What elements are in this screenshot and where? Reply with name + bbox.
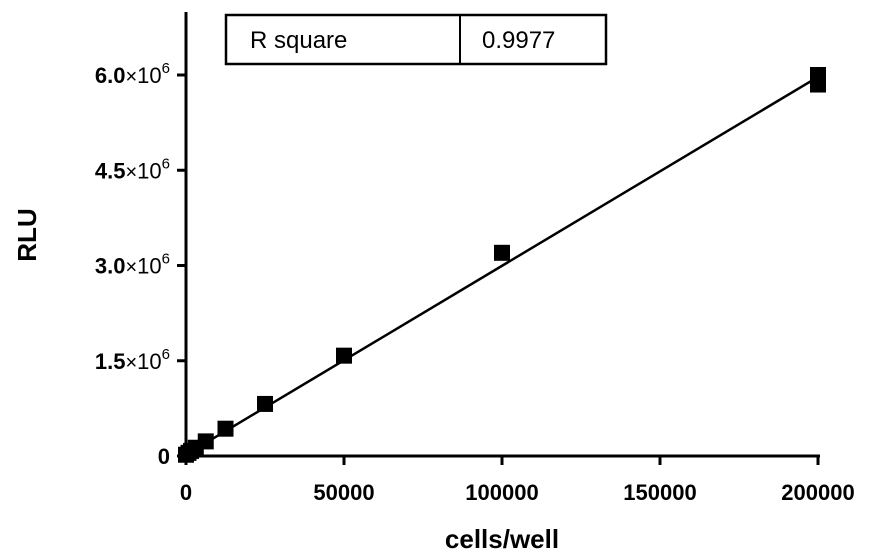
y-tick-label: 4.5×106 — [95, 155, 170, 183]
fit-line — [185, 75, 819, 456]
data-point — [336, 347, 352, 364]
data-point — [197, 433, 214, 450]
data-point — [810, 67, 826, 83]
r-square-value: 0.9977 — [482, 27, 555, 54]
data-points — [178, 67, 826, 463]
x-tick-label: 0 — [180, 480, 192, 505]
y-tick-label: 6.0×106 — [95, 60, 170, 88]
x-tick-label: 100000 — [465, 480, 538, 505]
axes: 0 50000 100000 150000 200000 0 1.5×106 3.0×106 4… — [95, 12, 855, 505]
r-square-box: R square 0.9977 — [224, 13, 608, 66]
r-square-box-outline — [224, 13, 608, 66]
y-axis-title: RLU — [12, 208, 42, 261]
x-tick-label: 150000 — [623, 480, 696, 505]
fit-line-group — [185, 75, 819, 456]
x-axis-title: cells/well — [445, 524, 559, 554]
y-tick-label: 0 — [158, 444, 170, 469]
data-point — [217, 420, 234, 437]
y-tick-label: 1.5×106 — [95, 346, 170, 374]
x-tick-label: 50000 — [313, 480, 374, 505]
data-point — [257, 395, 273, 412]
r-square-label: R square — [250, 27, 347, 54]
x-tick-label: 200000 — [781, 480, 854, 505]
y-tick-label: 3.0×106 — [95, 251, 170, 279]
data-point — [494, 244, 510, 261]
